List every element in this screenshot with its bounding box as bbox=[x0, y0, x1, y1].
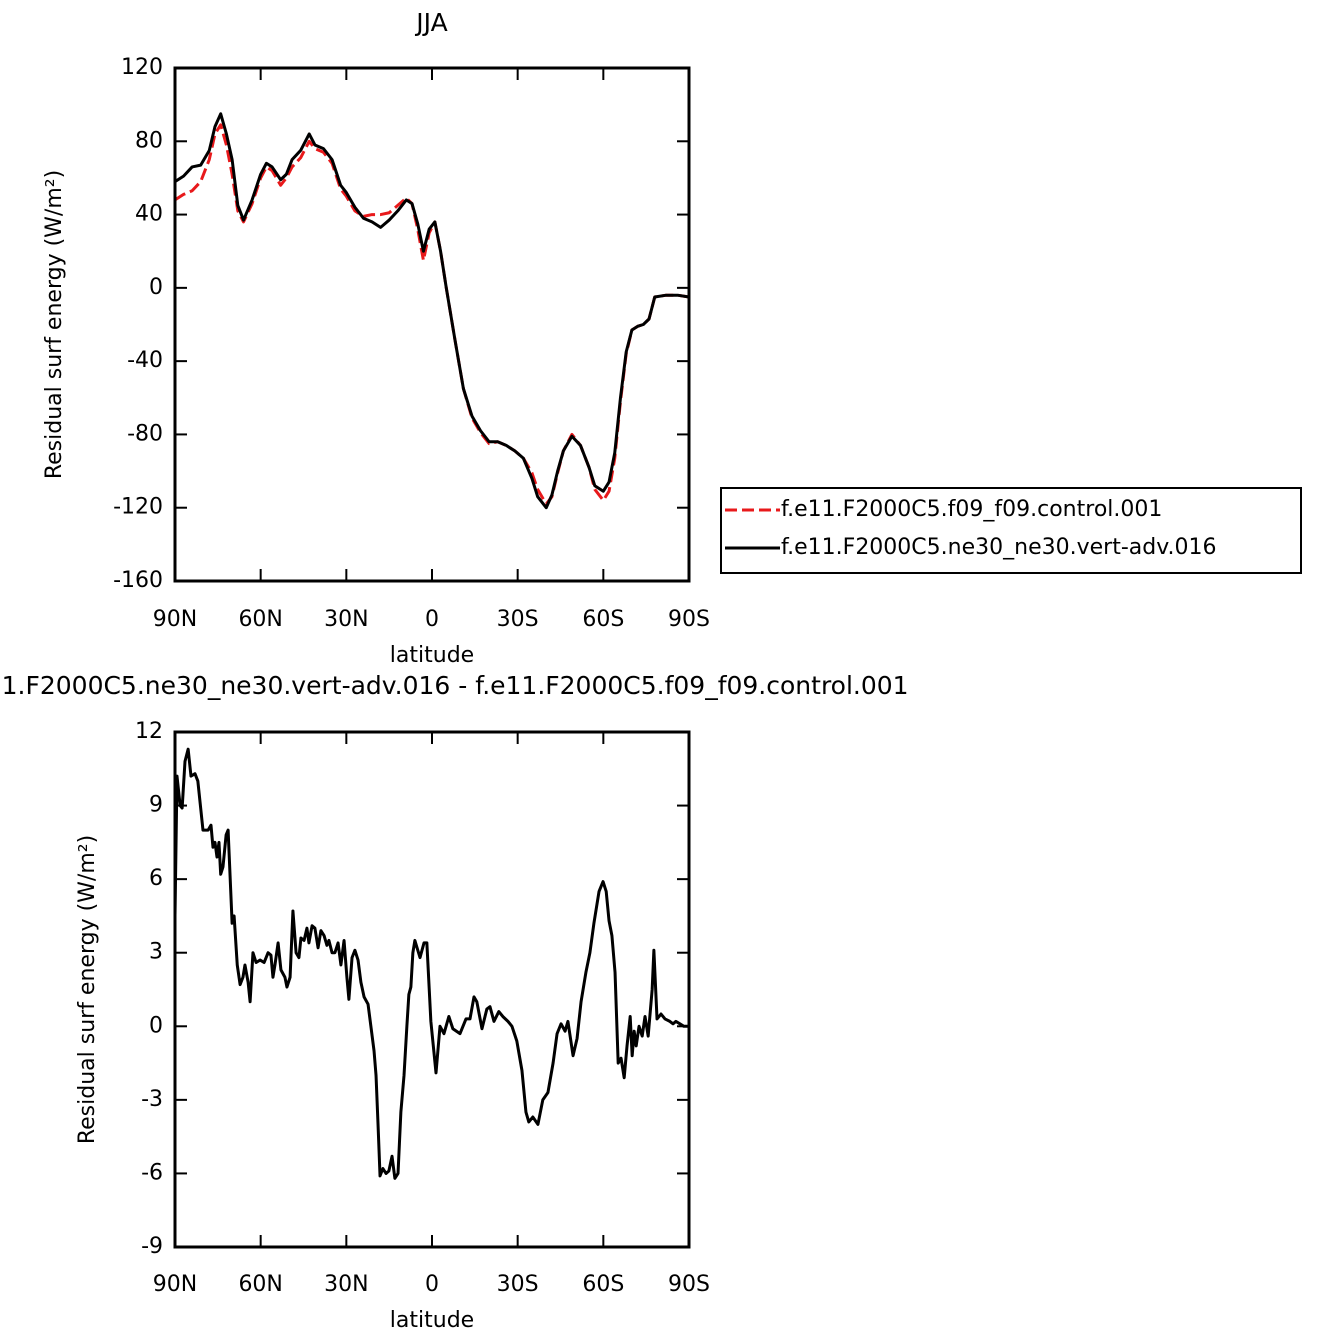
y-axis-label: Residual surf energy (W/m²) bbox=[75, 835, 100, 1144]
x-tick-label: 60N bbox=[238, 1272, 282, 1297]
x-tick-label: 90S bbox=[668, 607, 710, 632]
x-tick-label: 0 bbox=[425, 607, 439, 632]
x-tick-label: 60S bbox=[582, 607, 624, 632]
x-tick-label: 30N bbox=[324, 1272, 368, 1297]
legend-label: f.e11.F2000C5.ne30_ne30.vert-adv.016 bbox=[781, 535, 1217, 560]
y-axis-label: Residual surf energy (W/m²) bbox=[42, 170, 67, 479]
y-tick-label: -80 bbox=[127, 421, 163, 446]
y-tick-label: 3 bbox=[149, 940, 163, 965]
plot-frame bbox=[173, 66, 691, 583]
y-tick-label: 6 bbox=[149, 866, 163, 891]
legend-box bbox=[720, 487, 1302, 574]
x-tick-label: 30S bbox=[497, 607, 539, 632]
y-tick-label: -9 bbox=[141, 1234, 163, 1259]
chart-title: f.e11.F2000C5.ne30_ne30.vert-adv.016 - f… bbox=[0, 671, 909, 700]
x-axis-label: latitude bbox=[390, 643, 474, 668]
y-tick-label: -160 bbox=[113, 568, 163, 593]
plot-frame bbox=[173, 730, 691, 1249]
data-line bbox=[174, 112, 690, 510]
legend-label: f.e11.F2000C5.f09_f09.control.001 bbox=[781, 497, 1162, 522]
y-tick-label: 9 bbox=[149, 793, 163, 818]
x-tick-label: 60S bbox=[582, 1272, 624, 1297]
data-line bbox=[174, 123, 690, 506]
x-tick-label: 90N bbox=[153, 1272, 197, 1297]
chart-title: JJA bbox=[414, 8, 447, 37]
y-tick-label: 120 bbox=[121, 55, 163, 80]
y-tick-label: 0 bbox=[149, 275, 163, 300]
x-axis-label: latitude bbox=[390, 1308, 474, 1333]
y-tick-label: 80 bbox=[135, 128, 163, 153]
y-tick-label: 12 bbox=[135, 719, 163, 744]
y-tick-label: -120 bbox=[113, 495, 163, 520]
x-tick-label: 90S bbox=[668, 1272, 710, 1297]
y-tick-label: 0 bbox=[149, 1013, 163, 1038]
y-tick-label: -3 bbox=[141, 1087, 163, 1112]
x-tick-label: 60N bbox=[238, 607, 282, 632]
y-tick-label: -6 bbox=[141, 1160, 163, 1185]
y-tick-label: -40 bbox=[127, 348, 163, 373]
x-tick-label: 0 bbox=[425, 1272, 439, 1297]
x-tick-label: 30S bbox=[497, 1272, 539, 1297]
data-line bbox=[173, 747, 689, 1180]
x-tick-label: 90N bbox=[153, 607, 197, 632]
x-tick-label: 30N bbox=[324, 607, 368, 632]
y-tick-label: 40 bbox=[135, 202, 163, 227]
